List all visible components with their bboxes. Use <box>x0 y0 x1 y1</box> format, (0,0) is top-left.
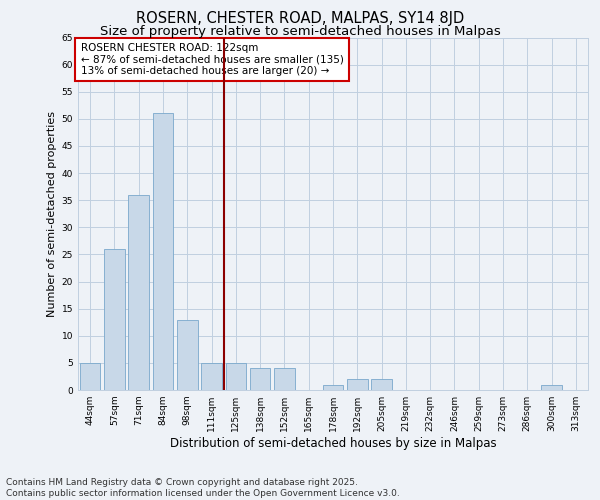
Bar <box>274 368 295 390</box>
Bar <box>250 368 271 390</box>
Bar <box>226 363 246 390</box>
Y-axis label: Number of semi-detached properties: Number of semi-detached properties <box>47 111 58 317</box>
Bar <box>128 195 149 390</box>
Bar <box>152 114 173 390</box>
Bar <box>323 384 343 390</box>
Text: ROSERN, CHESTER ROAD, MALPAS, SY14 8JD: ROSERN, CHESTER ROAD, MALPAS, SY14 8JD <box>136 12 464 26</box>
X-axis label: Distribution of semi-detached houses by size in Malpas: Distribution of semi-detached houses by … <box>170 437 496 450</box>
Bar <box>371 379 392 390</box>
Text: Size of property relative to semi-detached houses in Malpas: Size of property relative to semi-detach… <box>100 24 500 38</box>
Text: Contains HM Land Registry data © Crown copyright and database right 2025.
Contai: Contains HM Land Registry data © Crown c… <box>6 478 400 498</box>
Bar <box>201 363 222 390</box>
Text: ROSERN CHESTER ROAD: 122sqm
← 87% of semi-detached houses are smaller (135)
13% : ROSERN CHESTER ROAD: 122sqm ← 87% of sem… <box>80 43 343 76</box>
Bar <box>347 379 368 390</box>
Bar <box>177 320 197 390</box>
Bar <box>104 249 125 390</box>
Bar <box>541 384 562 390</box>
Bar <box>80 363 100 390</box>
